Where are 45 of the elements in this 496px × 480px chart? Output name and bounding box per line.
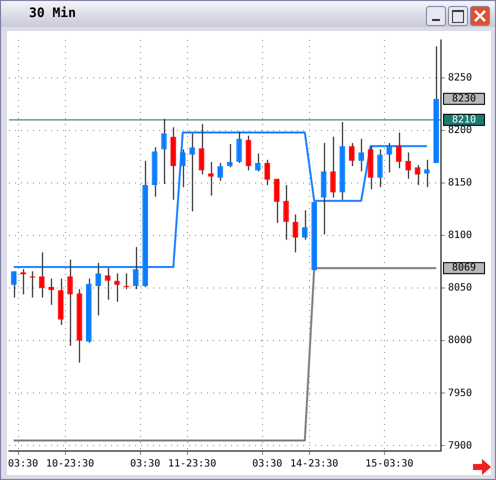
y-tick-label: 8150 [448,178,472,189]
y-tick-label: 8050 [448,282,472,294]
candlestick [236,130,242,164]
y-tick-label: 8000 [448,335,472,346]
x-tick-label: 10-23:30 [46,458,94,470]
candlestick [114,272,120,302]
x-tick-label: 15-03:30 [365,458,414,470]
candlestick [405,152,411,180]
candlestick [302,210,308,240]
candlestick [330,136,336,198]
candlestick [386,142,392,174]
candlestick [67,259,73,346]
candlestick [396,132,402,169]
y-tick-label: 8200 [448,124,472,136]
candlestick [189,132,195,212]
candlestick [161,118,167,185]
ref-line-label: 8210 [452,114,476,126]
candlestick [348,142,355,167]
candlestick [377,148,383,188]
candlestick [283,184,289,240]
candlestick [217,162,224,182]
y-tick-label: 7950 [448,388,472,399]
candlestick [358,138,364,172]
candlestick [95,262,102,316]
candlestick [414,164,420,186]
y-tick-label: 7900 [448,440,472,452]
x-tick-label: 11-23:30 [168,458,216,470]
candlestick [274,178,280,224]
y-tick-label: 8250 [448,72,472,84]
candlestick [255,152,261,172]
candlestick [198,123,204,176]
candlestick [132,246,139,290]
x-tick-label: 03:30 [8,458,38,470]
candlestick [10,270,17,298]
candlestick [180,148,186,188]
candlestick [292,214,298,253]
chart-title: 30 Min [29,6,76,21]
x-tick-label: 03:30 [252,458,282,470]
x-tick-label: 14-23:30 [290,458,338,470]
data-label: 8069 [452,262,476,274]
y-tick-label: 8100 [448,230,472,242]
candlestick [39,252,45,298]
candlestick [264,159,270,186]
x-tick-label: 03:30 [130,458,160,470]
text: 8230 [452,93,476,104]
